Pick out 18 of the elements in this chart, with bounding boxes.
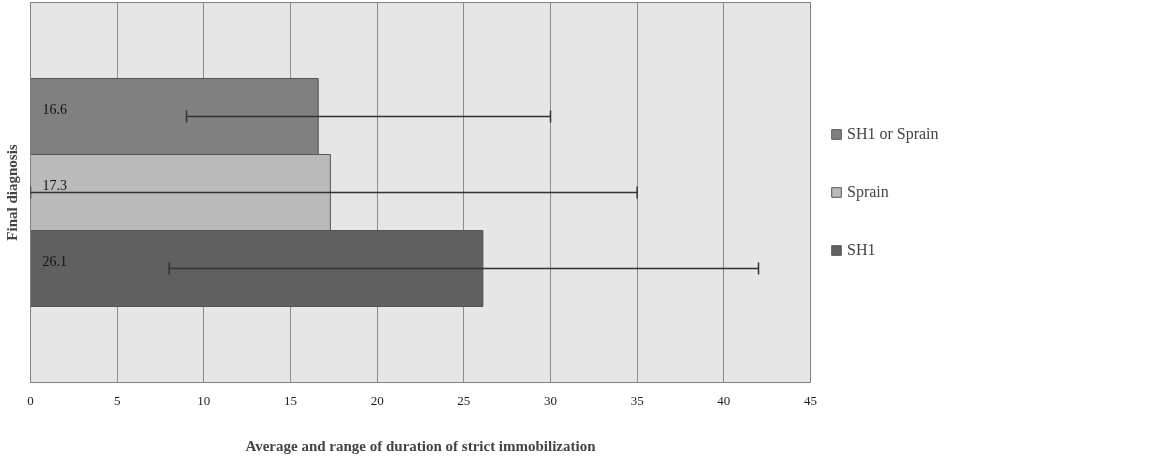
- data-label: 16.6: [42, 101, 67, 117]
- legend-label: Sprain: [847, 183, 889, 201]
- x-tick-label: 0: [27, 392, 34, 408]
- x-tick-label: 20: [370, 392, 384, 408]
- x-tick-label: 30: [544, 392, 557, 408]
- x-tick-label: 15: [284, 392, 297, 408]
- x-tick-label: 40: [717, 392, 731, 408]
- legend-label: SH1 or Sprain: [847, 125, 939, 143]
- x-tick-label: 10: [197, 392, 211, 408]
- x-axis-title: Average and range of duration of strict immobilization: [245, 437, 597, 454]
- x-tick-label: 5: [113, 392, 121, 408]
- x-tick-label: 25: [457, 392, 471, 408]
- y-axis-title: Final diagnosis: [3, 144, 20, 241]
- data-label: 17.3: [42, 177, 67, 193]
- legend-label: SH1: [847, 241, 876, 259]
- x-tick-label: 35: [630, 392, 644, 408]
- x-tick-label: 45: [804, 392, 817, 408]
- data-label: 26.1: [42, 253, 67, 269]
